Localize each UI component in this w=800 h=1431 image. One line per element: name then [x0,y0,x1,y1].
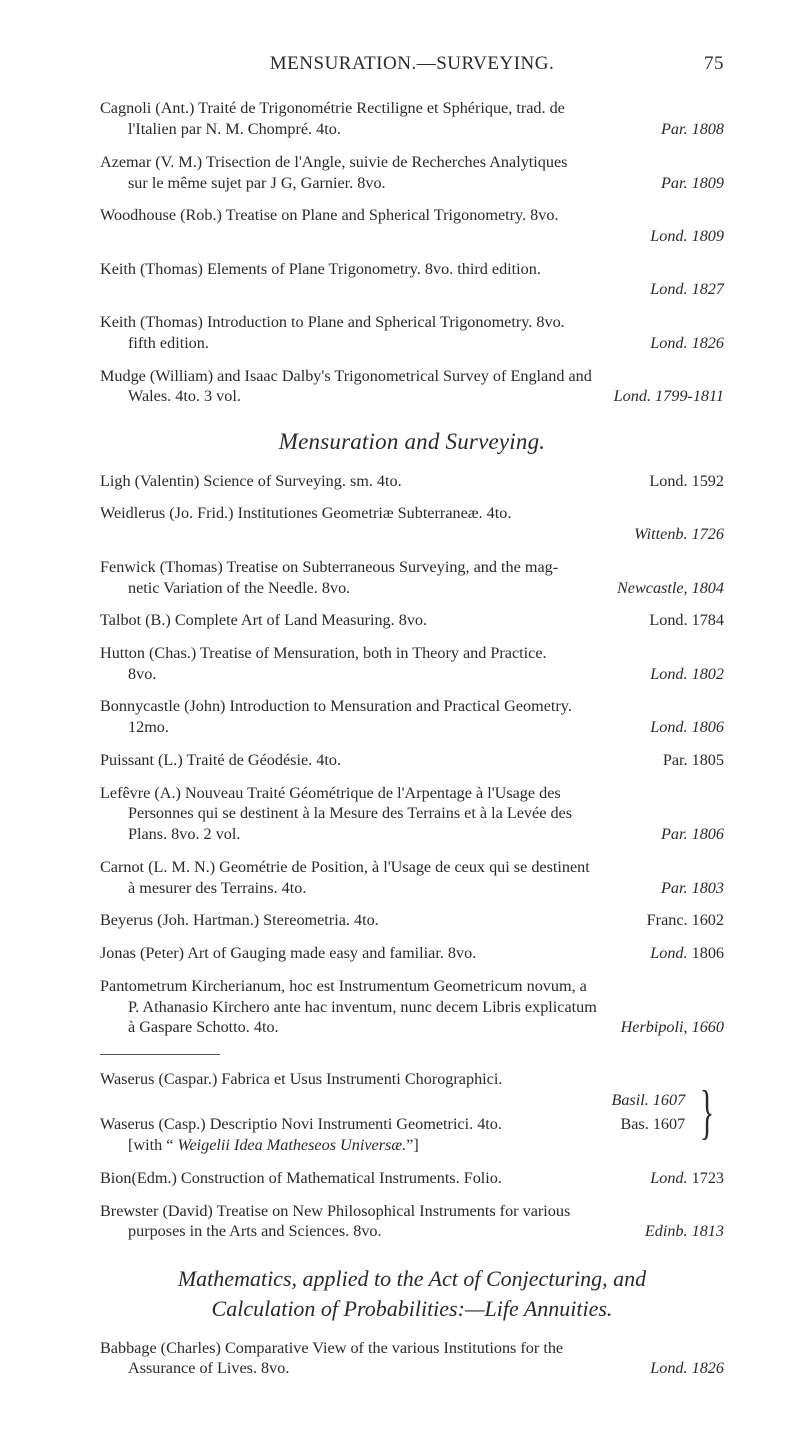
page-header: MENSURATION.—SURVEYING. 75 [100,52,724,76]
page-number: 75 [704,52,724,76]
bib-entry: Bas. 1607 Waserus (Casp.) Descriptio Nov… [100,1114,689,1155]
bib-entry: Par. 1805 Puissant (L.) Traité de Géodés… [100,750,724,771]
entry-line: Azemar (V. M.) Trisection de l'Angle, su… [100,153,567,171]
entry-tail: Newcastle, 1804 [617,578,724,599]
entry-tail: Par. 1803 [661,878,724,899]
entry-line: fifth edition. [128,334,209,352]
entries-block-1: Cagnoli (Ant.) Traité de Trigonométrie R… [100,98,724,407]
bib-entry: Woodhouse (Rob.) Treatise on Plane and S… [100,205,724,246]
entry-tail: Lond. 1826 [650,1358,724,1379]
entry-line: Babbage (Charles) Comparative View of th… [100,1339,563,1357]
entry-line: Talbot (B.) Complete Art of Land Measuri… [100,611,427,629]
entry-tail: Par. 1805 [663,750,724,771]
bib-entry: Keith (Thomas) Introduction to Plane and… [100,312,724,353]
brace-group: Waserus (Caspar.) Fabrica et Usus Instru… [100,1069,724,1156]
entry-line: Bonnycastle (John) Introduction to Mensu… [100,697,572,715]
bib-entry: Babbage (Charles) Comparative View of th… [100,1338,724,1379]
bib-entry: Franc. 1602 Beyerus (Joh. Hartman.) Ster… [100,910,724,931]
section-line: Mathematics, applied to the Act of Conje… [178,1266,646,1291]
entry-line: Keith (Thomas) Introduction to Plane and… [100,313,565,331]
bib-entry: Lond. 1723 Bion(Edm.) Construction of Ma… [100,1168,724,1189]
entry-tail: Par. 1806 [661,824,724,845]
bib-entry: Lond. 1784 Talbot (B.) Complete Art of L… [100,610,724,631]
entry-line: Woodhouse (Rob.) Treatise on Plane and S… [100,206,559,224]
bib-entry: Pantometrum Kircherianum, hoc est Instru… [100,976,724,1038]
entry-line: [with “ Weigelii Idea Matheseos Universæ… [128,1136,419,1154]
entry-tail: Lond. 1784 [649,610,724,631]
entry-line: 12mo. [128,718,169,736]
entry-tail: Basil. 1607 [611,1090,685,1111]
entry-line: Beyerus (Joh. Hartman.) Stereometria. 4t… [100,911,379,929]
entry-line: Wales. 4to. 3 vol. [128,387,241,405]
entry-tail: Par. 1808 [661,119,724,140]
divider-rule [100,1054,220,1055]
entry-line: P. Athanasio Kirchero ante hac inventum,… [100,997,724,1018]
entry-line: Plans. 8vo. 2 vol. [128,825,240,843]
entry-tail: Herbipoli, 1660 [621,1017,724,1038]
bib-entry: Carnot (L. M. N.) Geométrie de Position,… [100,857,724,898]
bib-entry: Hutton (Chas.) Treatise of Mensuration, … [100,643,724,684]
entry-tail: Lond. 1806 [650,717,724,738]
entries-block-3: Lond. 1723 Bion(Edm.) Construction of Ma… [100,1168,724,1242]
bib-entry: Waserus (Caspar.) Fabrica et Usus Instru… [100,1069,689,1110]
bib-entry: Weidlerus (Jo. Frid.) Institutiones Geom… [100,503,724,544]
entry-tail: Lond. 1826 [650,333,724,354]
entry-line: Personnes qui se destinent à la Mesure d… [100,803,724,824]
bib-entry: Cagnoli (Ant.) Traité de Trigonométrie R… [100,98,724,139]
entry-tail: Lond. 1809 [650,226,724,247]
entry-tail: Lond. [650,944,687,962]
entry-tail: Par. 1809 [661,173,724,194]
bib-entry: Fenwick (Thomas) Treatise on Subterraneo… [100,557,724,598]
entry-line: Mudge (William) and Isaac Dalby's Trigon… [100,367,592,385]
entry-line: Cagnoli (Ant.) Traité de Trigonométrie R… [100,99,565,117]
header-title: MENSURATION.—SURVEYING. [270,53,554,74]
bib-entry: Keith (Thomas) Elements of Plane Trigono… [100,259,724,300]
entries-block-2: Lond. 1592 Ligh (Valentin) Science of Su… [100,471,724,1038]
entry-line: à Gaspare Schotto. 4to. [128,1018,279,1036]
entry-line: Waserus (Caspar.) Fabrica et Usus Instru… [100,1070,502,1088]
bib-entry: Bonnycastle (John) Introduction to Mensu… [100,696,724,737]
entry-tail: Franc. 1602 [647,910,724,931]
entry-line: Brewster (David) Treatise on New Philoso… [100,1202,570,1220]
bib-entry: Lond. 1806 Jonas (Peter) Art of Gauging … [100,943,724,964]
bib-entry: Lond. 1592 Ligh (Valentin) Science of Su… [100,471,724,492]
entry-line: Hutton (Chas.) Treatise of Mensuration, … [100,644,547,662]
entry-tail: Wittenb. 1726 [634,524,724,545]
entries-block-4: Babbage (Charles) Comparative View of th… [100,1338,724,1379]
entry-tail: Lond. 1827 [650,279,724,300]
entry-line: sur le même sujet par J G, Garnier. 8vo. [128,174,386,192]
entry-tail: Bas. 1607 [620,1114,685,1135]
entry-line: Ligh (Valentin) Science of Surveying. sm… [100,472,402,490]
bib-entry: Azemar (V. M.) Trisection de l'Angle, su… [100,152,724,193]
bib-entry: Brewster (David) Treatise on New Philoso… [100,1201,724,1242]
brace-icon: } [698,1082,715,1142]
entry-line: Fenwick (Thomas) Treatise on Subterraneo… [100,558,558,576]
entry-line: Keith (Thomas) Elements of Plane Trigono… [100,260,541,278]
entry-line: Pantometrum Kircherianum, hoc est Instru… [100,977,587,995]
entry-tail: Lond. 1592 [649,471,724,492]
entry-tail: Lond. 1799-1811 [614,386,724,407]
page-container: MENSURATION.—SURVEYING. 75 Cagnoli (Ant.… [0,0,800,1431]
entry-line: Assurance of Lives. 8vo. [128,1359,289,1377]
section-heading-mensuration: Mensuration and Surveying. [100,427,724,456]
entry-line: 8vo. [128,665,156,683]
entry-line: à mesurer des Terrains. 4to. [128,879,306,897]
entry-tail: Lond. 1802 [650,664,724,685]
entry-line: Weidlerus (Jo. Frid.) Institutiones Geom… [100,504,511,522]
entry-line: Lefêvre (A.) Nouveau Traité Géométrique … [100,784,561,802]
entry-line: l'Italien par N. M. Chompré. 4to. [128,120,341,138]
entry-tail: Edinb. 1813 [645,1221,724,1242]
entry-line: Carnot (L. M. N.) Geométrie de Position,… [100,858,590,876]
bib-entry: Mudge (William) and Isaac Dalby's Trigon… [100,366,724,407]
entry-line: Waserus (Casp.) Descriptio Novi Instrume… [100,1115,502,1133]
entry-line: Puissant (L.) Traité de Géodésie. 4to. [100,751,341,769]
entry-line: netic Variation of the Needle. 8vo. [128,579,350,597]
entry-line: purposes in the Arts and Sciences. 8vo. [128,1222,382,1240]
entry-line: Jonas (Peter) Art of Gauging made easy a… [100,944,476,962]
section-line: Calculation of Probabilities:—Life Annui… [212,1296,613,1321]
bib-entry: Lefêvre (A.) Nouveau Traité Géométrique … [100,783,724,845]
entry-line: Bion(Edm.) Construction of Mathematical … [100,1169,502,1187]
